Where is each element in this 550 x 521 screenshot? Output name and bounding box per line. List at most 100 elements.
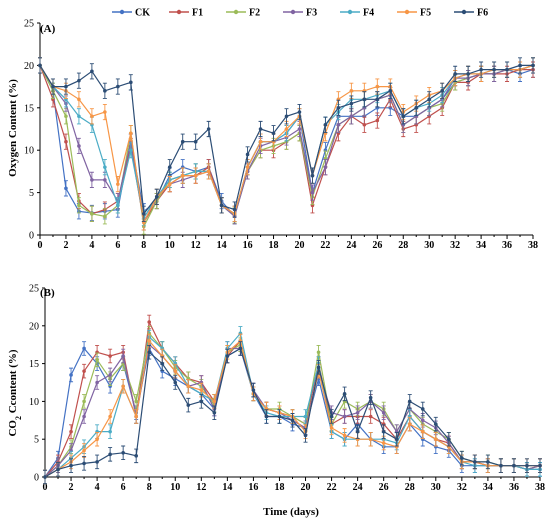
panel-b-point-f6 [134, 454, 138, 458]
panel-a-point-f3 [349, 114, 354, 119]
panel-a-ytick-label: 15 [24, 103, 34, 114]
panel-b-ylabel-sub: 2 [14, 416, 23, 420]
panel-b-xtick-label: 2 [69, 482, 74, 493]
panel-a-ytick-label: 0 [29, 231, 34, 242]
panel-b-point-f6 [407, 399, 412, 404]
panel-a-point-f6 [336, 106, 341, 110]
legend-label-f5: F5 [420, 8, 431, 19]
panel-b-point-f6 [499, 463, 503, 468]
panel-a-point-f5 [375, 84, 380, 89]
panel-b-xtick-label: 6 [121, 482, 126, 493]
panel-a-point-f6 [103, 89, 107, 93]
panel-a-xtick-label: 14 [217, 240, 227, 251]
legend-marker-f1 [176, 9, 182, 15]
panel-b-point-f6 [277, 414, 282, 419]
legend-marker-f3 [290, 9, 296, 15]
panel-a-xtick-label: 38 [528, 240, 538, 251]
panel-b-point-f5 [433, 437, 438, 442]
panel-a-point-f6 [232, 207, 237, 212]
panel-b-point-f5 [199, 388, 204, 392]
panel-a-point-f6 [38, 63, 42, 68]
panel-b-point-f6 [121, 451, 125, 455]
panel-a-point-f6 [90, 69, 94, 74]
panel-b-point-f3 [342, 414, 347, 419]
panel-b-point-f6 [108, 452, 112, 457]
panel-a-xtick-label: 22 [320, 240, 330, 251]
panel-b-point-f1 [368, 414, 373, 419]
panel-a-xtick-label: 30 [424, 240, 434, 251]
panel-b-line-f2 [44, 332, 541, 478]
panel-b-point-f1 [69, 429, 73, 434]
panel-a-point-f2 [90, 212, 94, 216]
panel-b-point-f5 [329, 426, 334, 430]
panel-a-point-f6 [64, 84, 68, 89]
panel-b-point-ck [82, 346, 86, 351]
legend-marker-f5 [404, 9, 410, 15]
panel-b-point-f6 [290, 418, 295, 423]
panel-b-ytick-label: 0 [34, 473, 39, 484]
panel-b-point-f6 [381, 429, 386, 434]
legend-label-f2: F2 [249, 8, 260, 19]
panel-b-point-f3 [381, 410, 386, 415]
legend-item-f5: F5 [397, 8, 431, 19]
panel-b-xtick-label: 36 [509, 482, 519, 493]
panel-a-point-f5 [193, 173, 198, 178]
panel-a-point-f3 [77, 144, 81, 148]
panel-a-xtick-label: 24 [346, 240, 356, 251]
panel-a-point-f3 [90, 178, 94, 182]
panel-a-point-f5 [103, 110, 107, 114]
panel-a-point-f6 [349, 101, 354, 106]
legend-marker-f4 [347, 9, 353, 15]
panel-a-point-f5 [258, 139, 263, 144]
panel-b-point-f6 [303, 433, 308, 438]
panel-b-point-f4 [108, 429, 112, 434]
panel-b-point-f5 [95, 437, 99, 442]
panel-a-point-f6 [129, 80, 133, 85]
panel-a-point-ck [64, 186, 68, 191]
panel-b-point-f6 [173, 380, 178, 385]
panel-a-point-f6 [492, 67, 496, 72]
panel-b-point-f4 [303, 414, 308, 419]
panel-b-xtick-label: 38 [535, 482, 545, 493]
panel-b-point-f6 [433, 422, 438, 426]
panel-a-point-f6 [479, 67, 483, 72]
panel-b-xtick-label: 14 [222, 482, 232, 493]
panel-b-xtick-label: 16 [248, 482, 258, 493]
panel-a-point-f5 [116, 182, 120, 186]
panel-a-point-f4 [103, 165, 107, 169]
panel-b-point-f2 [95, 358, 99, 362]
panel-b-point-f6 [329, 414, 334, 419]
panel-a-point-f2 [77, 203, 81, 208]
legend-label-ck: CK [135, 8, 150, 19]
panel-a-point-f6 [271, 131, 276, 136]
panel-a-point-f3 [336, 122, 341, 127]
panel-a-point-f6 [180, 139, 185, 144]
panel-a-xtick-label: 28 [398, 240, 408, 251]
panel-a-point-f1 [362, 122, 367, 127]
panel-a-xtick-label: 16 [243, 240, 253, 251]
panel-a-point-f1 [375, 118, 380, 123]
panel-b-point-f5 [186, 384, 191, 389]
panel-a-xtick-label: 4 [89, 240, 94, 251]
panel-a-point-f6 [154, 195, 159, 199]
panel-b-point-f3 [95, 380, 99, 385]
panel-b-point-f6 [355, 429, 360, 434]
panel-a-xtick-label: 12 [191, 240, 201, 251]
panel-a-xtick-label: 2 [63, 240, 68, 251]
panel-a-point-f6 [141, 212, 146, 216]
panel-a-point-f6 [362, 97, 367, 102]
legend-label-f1: F1 [192, 8, 203, 19]
panel-a-point-f5 [129, 131, 133, 136]
panel-b-xtick-label: 24 [353, 482, 363, 493]
panel-b-xtick-label: 18 [274, 482, 284, 493]
panel-a-point-f6 [219, 203, 224, 208]
panel-a-point-f5 [90, 114, 94, 119]
legend-marker-f6 [461, 9, 467, 15]
panel-b-point-f6 [525, 463, 529, 468]
panel-a-point-f6 [193, 139, 198, 144]
panel-a-point-f2 [103, 214, 107, 219]
panel-b-point-f6 [368, 395, 373, 400]
panel-b-xtick-label: 32 [457, 482, 467, 493]
panel-a-point-f6 [116, 84, 120, 89]
panel-b-point-f2 [134, 399, 138, 404]
